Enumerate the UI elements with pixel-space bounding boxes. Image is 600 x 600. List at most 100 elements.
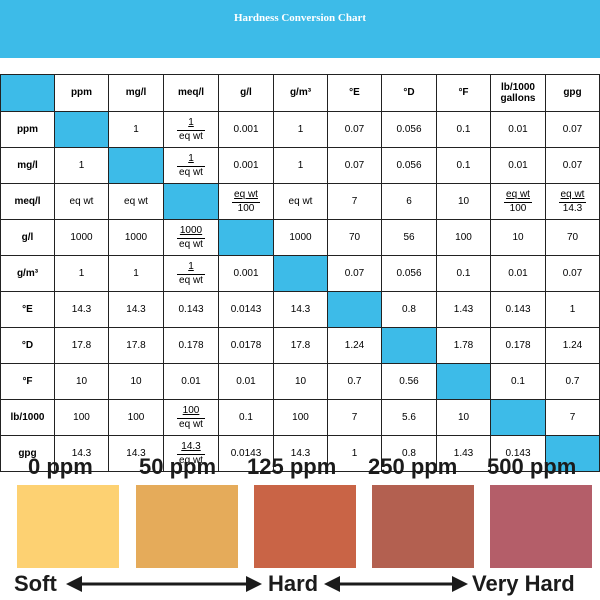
table-row: gpg 14.3 14.3 14.3 eq wt 0.0143 14.3 1 0.8 1.43 0.… [0, 435, 600, 472]
fraction-denominator: eq wt [177, 453, 205, 466]
cell-value: 1 [133, 267, 139, 279]
cell-value: 1.43 [453, 447, 474, 459]
row-header: lb/1000 [0, 399, 55, 436]
fraction-denominator: eq wt [177, 237, 205, 250]
cell-value: 0.1 [511, 375, 525, 387]
table-cell: 0.001 [218, 111, 274, 148]
cell-value: 1 [133, 123, 139, 135]
diagonal-cell [273, 255, 328, 292]
cell-value: 0.01 [508, 123, 528, 135]
cell-value: 0.143 [505, 303, 531, 315]
fraction: 1 eq wt [177, 261, 205, 286]
cell-value: 0.178 [505, 339, 531, 351]
diagonal-cell [436, 363, 491, 400]
table-cell: 56 [381, 219, 437, 256]
cell-value: 10 [457, 411, 470, 423]
ppm-label-125: 125 ppm [247, 454, 337, 479]
table-cell: 0.143 [163, 291, 219, 328]
cell-value: 0.8 [402, 447, 416, 459]
column-header-label: g/l [240, 87, 252, 99]
table-cell: 1000 [108, 219, 164, 256]
cell-value: 7 [351, 411, 358, 423]
table-cell: eq wt 100 [490, 183, 546, 220]
cell-value: eq wt [288, 195, 313, 207]
row-header: g/l [0, 219, 55, 256]
table-cell: 0.0178 [218, 327, 274, 364]
ppm-label-0: 0 ppm [28, 454, 93, 479]
table-cell: 5.6 [381, 399, 437, 436]
row-header: °F [0, 363, 55, 400]
table-cell: 0.07 [545, 111, 600, 148]
fraction-numerator: eq wt [506, 189, 530, 200]
table-row: meq/l eq wt eq wt eq wt 100 eq wt 7 6 10 eq wt 100… [0, 183, 600, 220]
column-header-label: °E [349, 87, 360, 99]
table-cell: 0.7 [327, 363, 382, 400]
table-cell: 0.07 [545, 147, 600, 184]
cell-value: 100 [455, 231, 472, 243]
row-header-label: ppm [16, 123, 39, 135]
cell-value: 1 [78, 267, 85, 279]
cell-value: 0.056 [396, 123, 422, 135]
cell-value: 14.3 [290, 447, 311, 459]
table-cell: eq wt [108, 183, 164, 220]
cell-value: 0.143 [505, 447, 531, 459]
fraction-numerator: 100 [182, 405, 200, 416]
table-cell: 1 [273, 111, 328, 148]
column-header: lb/1000 gallons [490, 74, 546, 112]
column-header-label: °D [403, 87, 415, 99]
table-cell: 1 [108, 111, 164, 148]
row-header-label: g/l [21, 231, 34, 243]
row-header: g/m³ [0, 255, 55, 292]
table-cell: 1 [54, 147, 109, 184]
chart-title: Hardness Conversion Chart [233, 12, 366, 24]
table-cell: 7 [545, 399, 600, 436]
cell-value: 0.0178 [230, 339, 262, 351]
table-cell: 17.8 [273, 327, 328, 364]
swatch-moderate [136, 485, 238, 568]
cell-value: 14.3 [290, 303, 311, 315]
swatch-hard [254, 485, 356, 568]
table-cell: 0.56 [381, 363, 437, 400]
table-cell: 0.01 [218, 363, 274, 400]
cell-value: 0.7 [347, 375, 362, 387]
fraction: eq wt 100 [504, 189, 532, 214]
cell-value: 1.78 [453, 339, 474, 351]
table-row: ppm 1 1 eq wt 0.001 1 0.07 0.056 0.1 0.01 0.07 [0, 111, 600, 148]
cell-value: 0.001 [233, 159, 259, 171]
table-cell: 7 [327, 399, 382, 436]
cell-value: 0.07 [344, 267, 365, 279]
fraction: eq wt 14.3 [558, 189, 587, 214]
table-cell: 1 [545, 291, 600, 328]
row-header: gpg [0, 435, 55, 472]
fraction-numerator: 1 [188, 153, 194, 164]
table-cell: 0.178 [163, 327, 219, 364]
fraction-denominator: 100 [232, 201, 260, 215]
column-header: g/m³ [273, 74, 328, 112]
fraction-numerator: eq wt [234, 189, 258, 200]
cell-value: 0.143 [178, 303, 204, 315]
column-header: °E [327, 74, 382, 112]
table-cell: 0.056 [381, 111, 437, 148]
row-header-label: lb/1000 [10, 411, 45, 423]
cell-value: 10 [75, 375, 88, 387]
table-cell: 1000 [54, 219, 109, 256]
ppm-label-500: 500 ppm [487, 454, 577, 479]
ppm-label-250: 250 ppm [368, 454, 458, 479]
table-cell: 1 eq wt [163, 111, 219, 148]
double-arrow-icon [324, 576, 468, 592]
table-cell: 1 [108, 255, 164, 292]
cell-value: 10 [130, 375, 142, 387]
table-cell: 1.24 [545, 327, 600, 364]
table-cell: 0.178 [490, 327, 546, 364]
cell-value: 6 [406, 195, 412, 207]
diagonal-cell [218, 219, 274, 256]
table-row: lb/1000 100 100 100 eq wt 0.1 100 7 5.6 10 7 [0, 399, 600, 436]
table-cell: 0.001 [218, 255, 274, 292]
table-cell: 1.43 [436, 291, 491, 328]
table-cell: 0.1 [490, 363, 546, 400]
diagonal-cell [163, 183, 219, 220]
fraction-numerator: eq wt [560, 189, 585, 200]
table-cell: 0.01 [490, 111, 546, 148]
fraction: eq wt 100 [232, 189, 260, 214]
cell-value: 0.01 [236, 375, 256, 387]
